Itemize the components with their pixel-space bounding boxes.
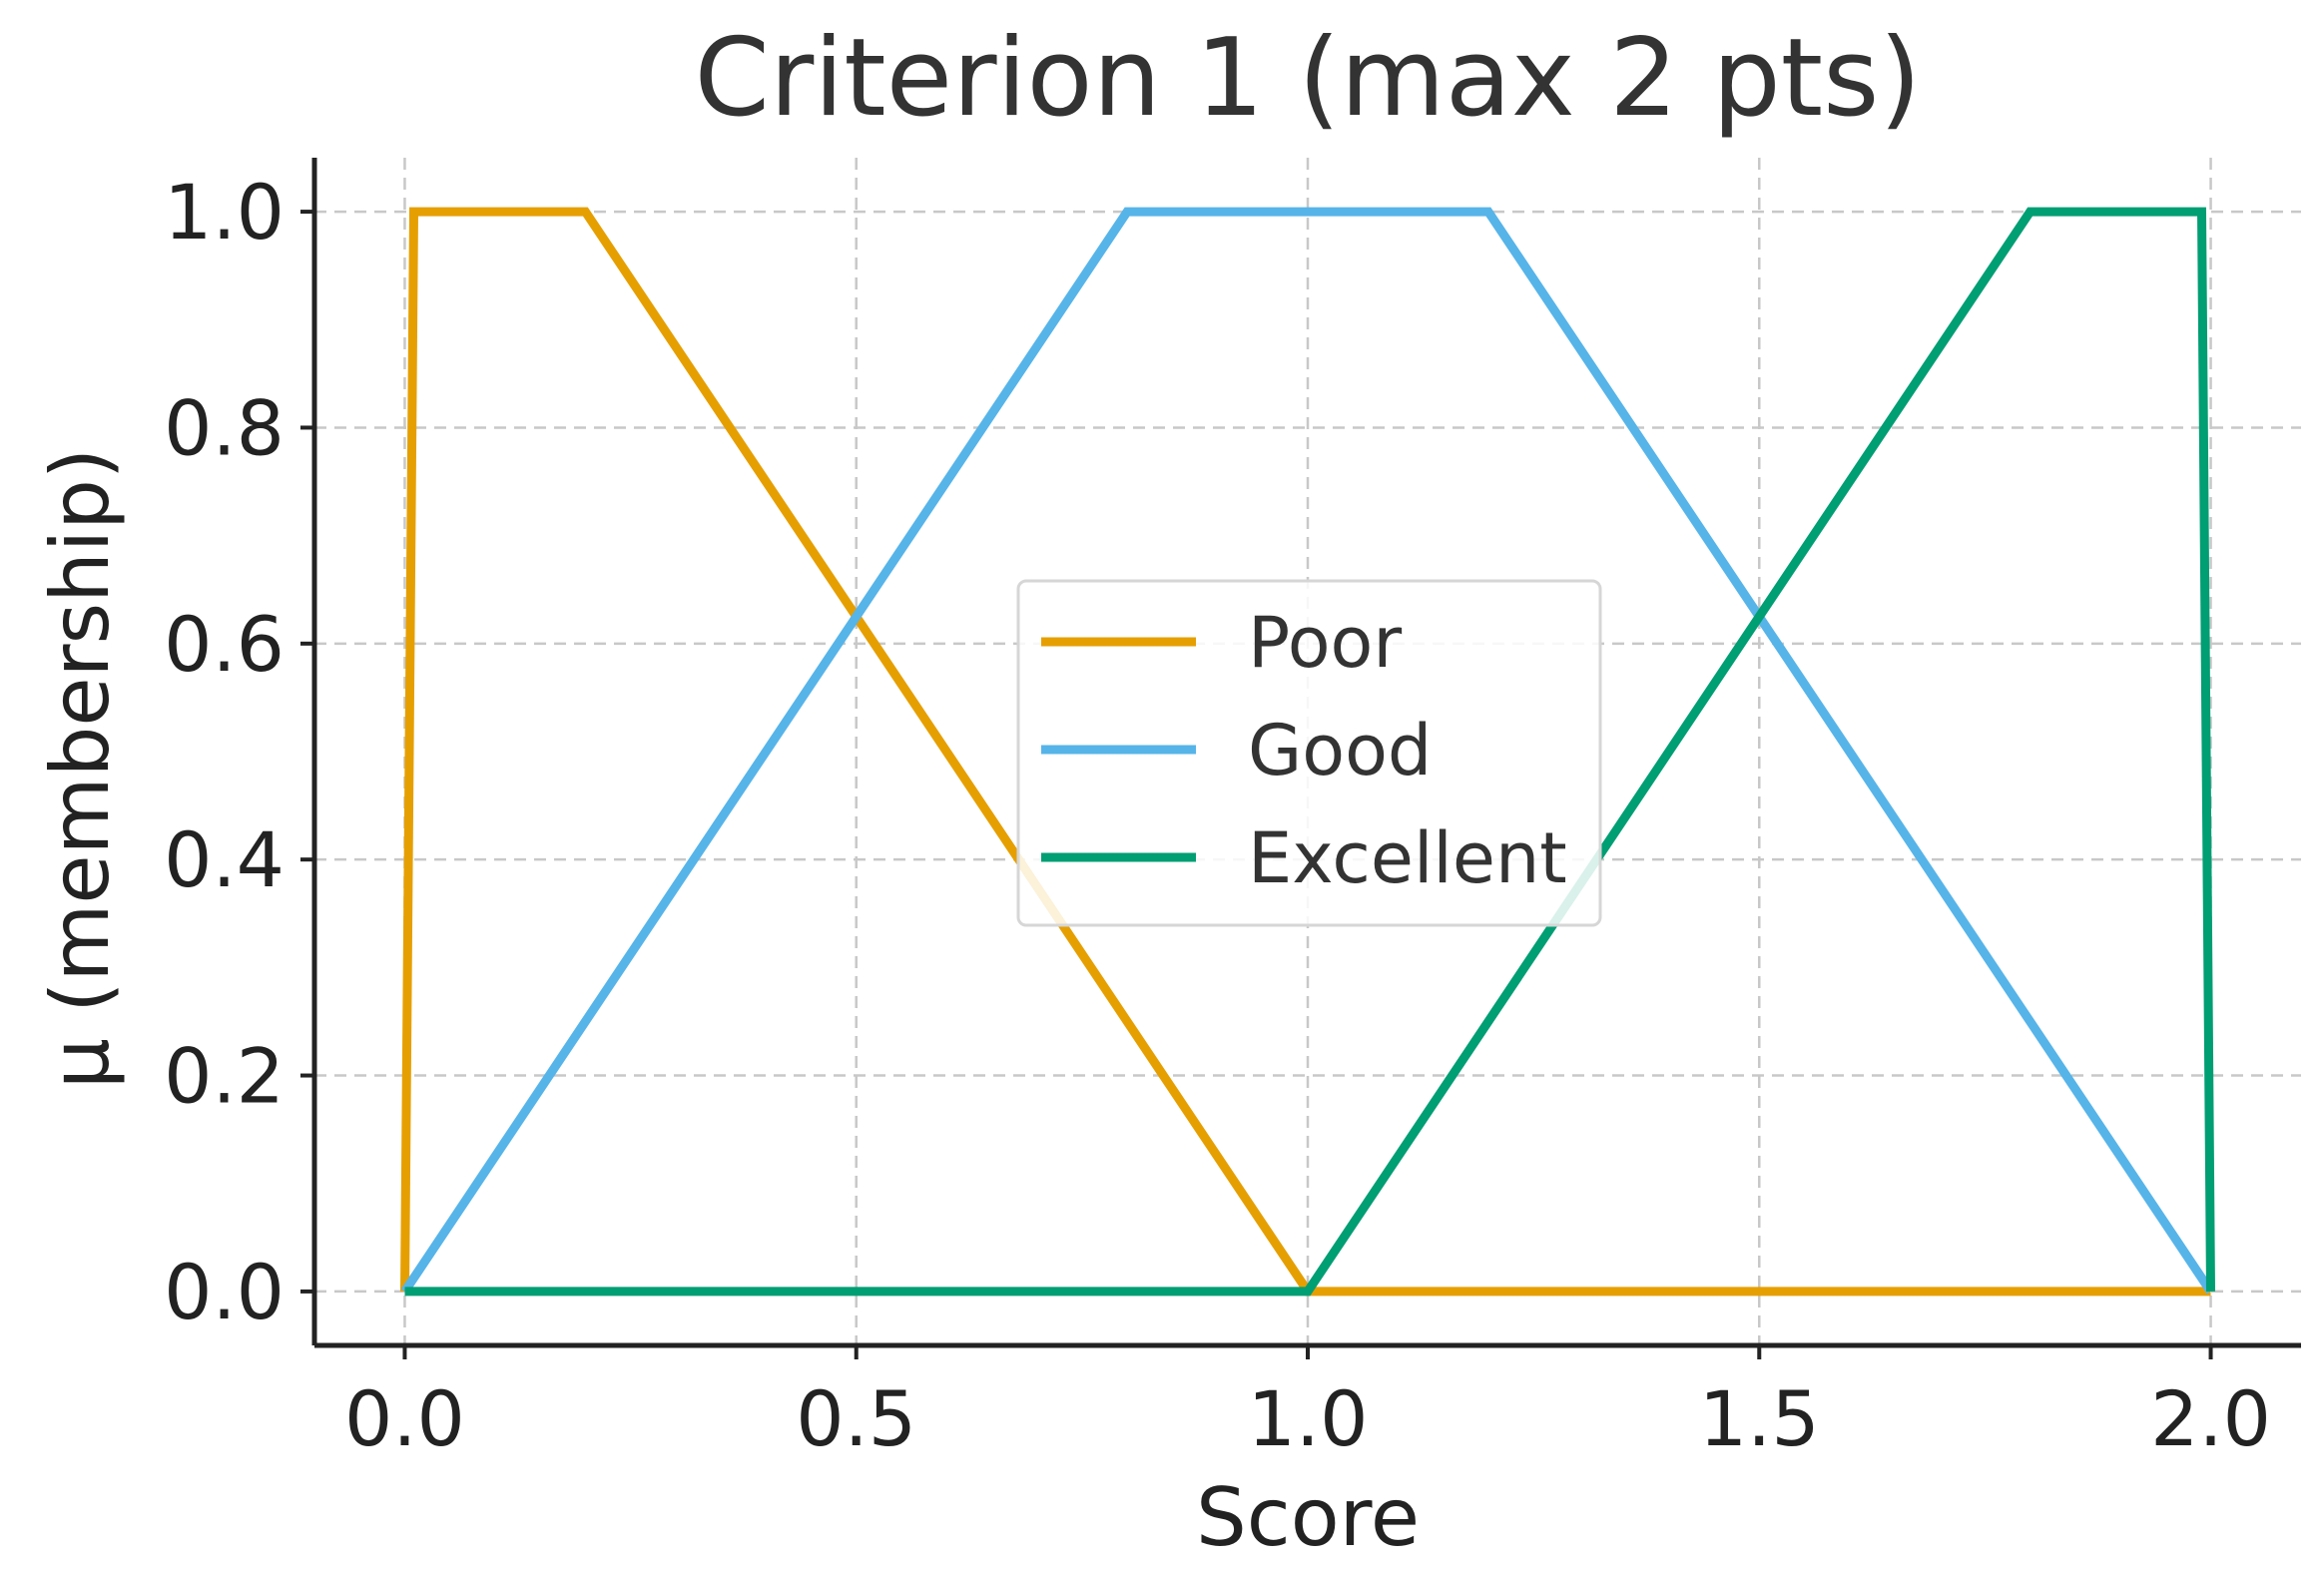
x-tick-label: 1.0 <box>1248 1374 1369 1463</box>
series-line-poor <box>400 207 2211 1297</box>
series-line-excellent <box>404 207 2215 1297</box>
y-tick-label: 0.6 <box>164 600 285 689</box>
x-tick-label: 0.0 <box>344 1374 465 1463</box>
legend-box <box>1016 579 1602 927</box>
x-tick-label: 2.0 <box>2150 1374 2271 1463</box>
legend-label-excellent: Excellent <box>1248 817 1567 899</box>
y-axis-label: μ (membership) <box>34 448 127 1089</box>
legend-label-poor: Poor <box>1248 602 1402 684</box>
y-tick-label: 0.8 <box>164 383 285 472</box>
y-tick-label: 0.4 <box>164 815 285 904</box>
chart-title: Criterion 1 (max 2 pts) <box>694 16 1921 141</box>
x-axis-label: Score <box>1196 1471 1420 1564</box>
y-tick-label: 0.0 <box>164 1248 285 1336</box>
x-tick-label: 1.5 <box>1699 1374 1820 1463</box>
legend: Poor Good Excellent <box>1016 579 1602 927</box>
series-line-good <box>400 207 2215 1295</box>
tick-labels: 0.0 0.5 1.0 1.5 2.0 0.0 0.2 0.4 0.6 0.8 1.0 <box>164 168 2271 1463</box>
x-tick-label: 0.5 <box>796 1374 916 1463</box>
legend-label-good: Good <box>1248 710 1432 791</box>
plot-series <box>400 207 2215 1297</box>
y-tick-label: 0.2 <box>164 1032 285 1121</box>
y-tick-label: 1.0 <box>164 168 285 257</box>
